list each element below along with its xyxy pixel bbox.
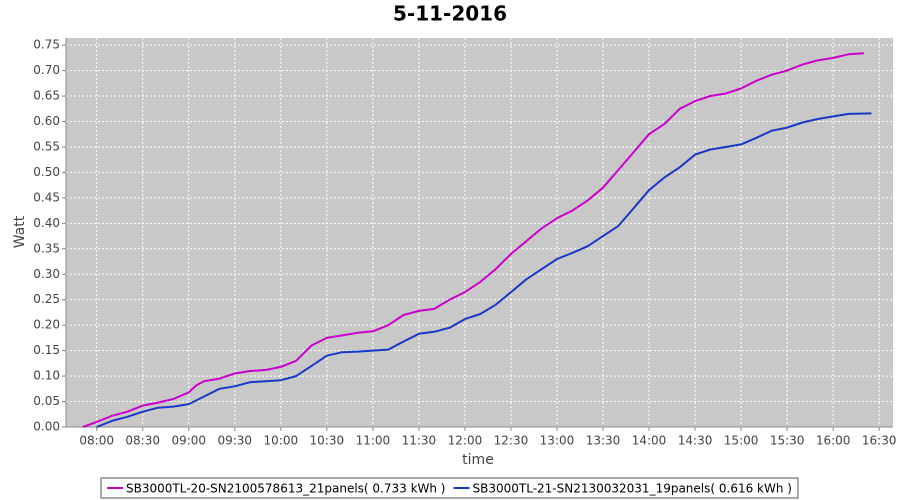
x-tick-label: 08:30 <box>125 434 160 448</box>
y-axis-label: Watt <box>12 215 28 248</box>
plot <box>62 38 893 431</box>
y-tick-label: 0.40 <box>33 216 60 230</box>
x-tick-label: 13:00 <box>540 434 575 448</box>
legend-text: SB3000TL-21-SN2130032031_19panels( 0.616… <box>473 482 792 496</box>
y-tick-label: 0.15 <box>33 343 60 357</box>
x-tick-label: 08:00 <box>79 434 114 448</box>
y-tick-label: 0.10 <box>33 369 60 383</box>
legend-items: SB3000TL-20-SN2100578613_21panels( 0.733… <box>107 482 792 496</box>
y-tick-label: 0.70 <box>33 63 60 77</box>
x-tick-label: 10:00 <box>264 434 299 448</box>
legend-item: SB3000TL-20-SN2100578613_21panels( 0.733… <box>107 482 446 496</box>
x-tick-label: 12:00 <box>448 434 483 448</box>
legend <box>100 477 799 499</box>
x-tick-label: 14:00 <box>632 434 667 448</box>
x-tick-label: 15:00 <box>724 434 759 448</box>
y-tick-label: 0.45 <box>33 190 60 204</box>
y-tick-label: 0.75 <box>33 38 60 52</box>
x-tick-label: 12:30 <box>494 434 529 448</box>
y-tick-label: 0.20 <box>33 318 60 332</box>
chart-title: 5-11-2016 <box>393 2 507 26</box>
y-tick-label: 0.00 <box>33 420 60 434</box>
y-tick-label: 0.30 <box>33 267 60 281</box>
legend-text: SB3000TL-20-SN2100578613_21panels( 0.733… <box>126 482 445 496</box>
x-tick-label: 16:30 <box>862 434 897 448</box>
y-tick-label: 0.55 <box>33 139 60 153</box>
x-tick-label: 09:00 <box>171 434 206 448</box>
y-tick-label: 0.05 <box>33 394 60 408</box>
y-tick-label: 0.25 <box>33 292 60 306</box>
x-tick-label: 14:30 <box>678 434 713 448</box>
series-line <box>82 52 864 428</box>
y-tick-label: 0.50 <box>33 165 60 179</box>
y-tick-label: 0.65 <box>33 89 60 103</box>
legend-item: SB3000TL-21-SN2130032031_19panels( 0.616… <box>453 482 792 496</box>
plot-area <box>66 38 893 427</box>
x-tick-label: 13:30 <box>586 434 621 448</box>
y-tick-label: 0.35 <box>33 241 60 255</box>
series-line <box>96 112 872 428</box>
x-tick-label: 16:00 <box>816 434 851 448</box>
x-tick-label: 09:30 <box>217 434 252 448</box>
x-tick-label: 11:00 <box>356 434 391 448</box>
x-tick-label: 11:30 <box>402 434 437 448</box>
x-tick-label: 10:30 <box>310 434 345 448</box>
x-tick-label: 15:30 <box>770 434 805 448</box>
x-axis-label: time <box>462 452 494 468</box>
y-tick-label: 0.60 <box>33 114 60 128</box>
